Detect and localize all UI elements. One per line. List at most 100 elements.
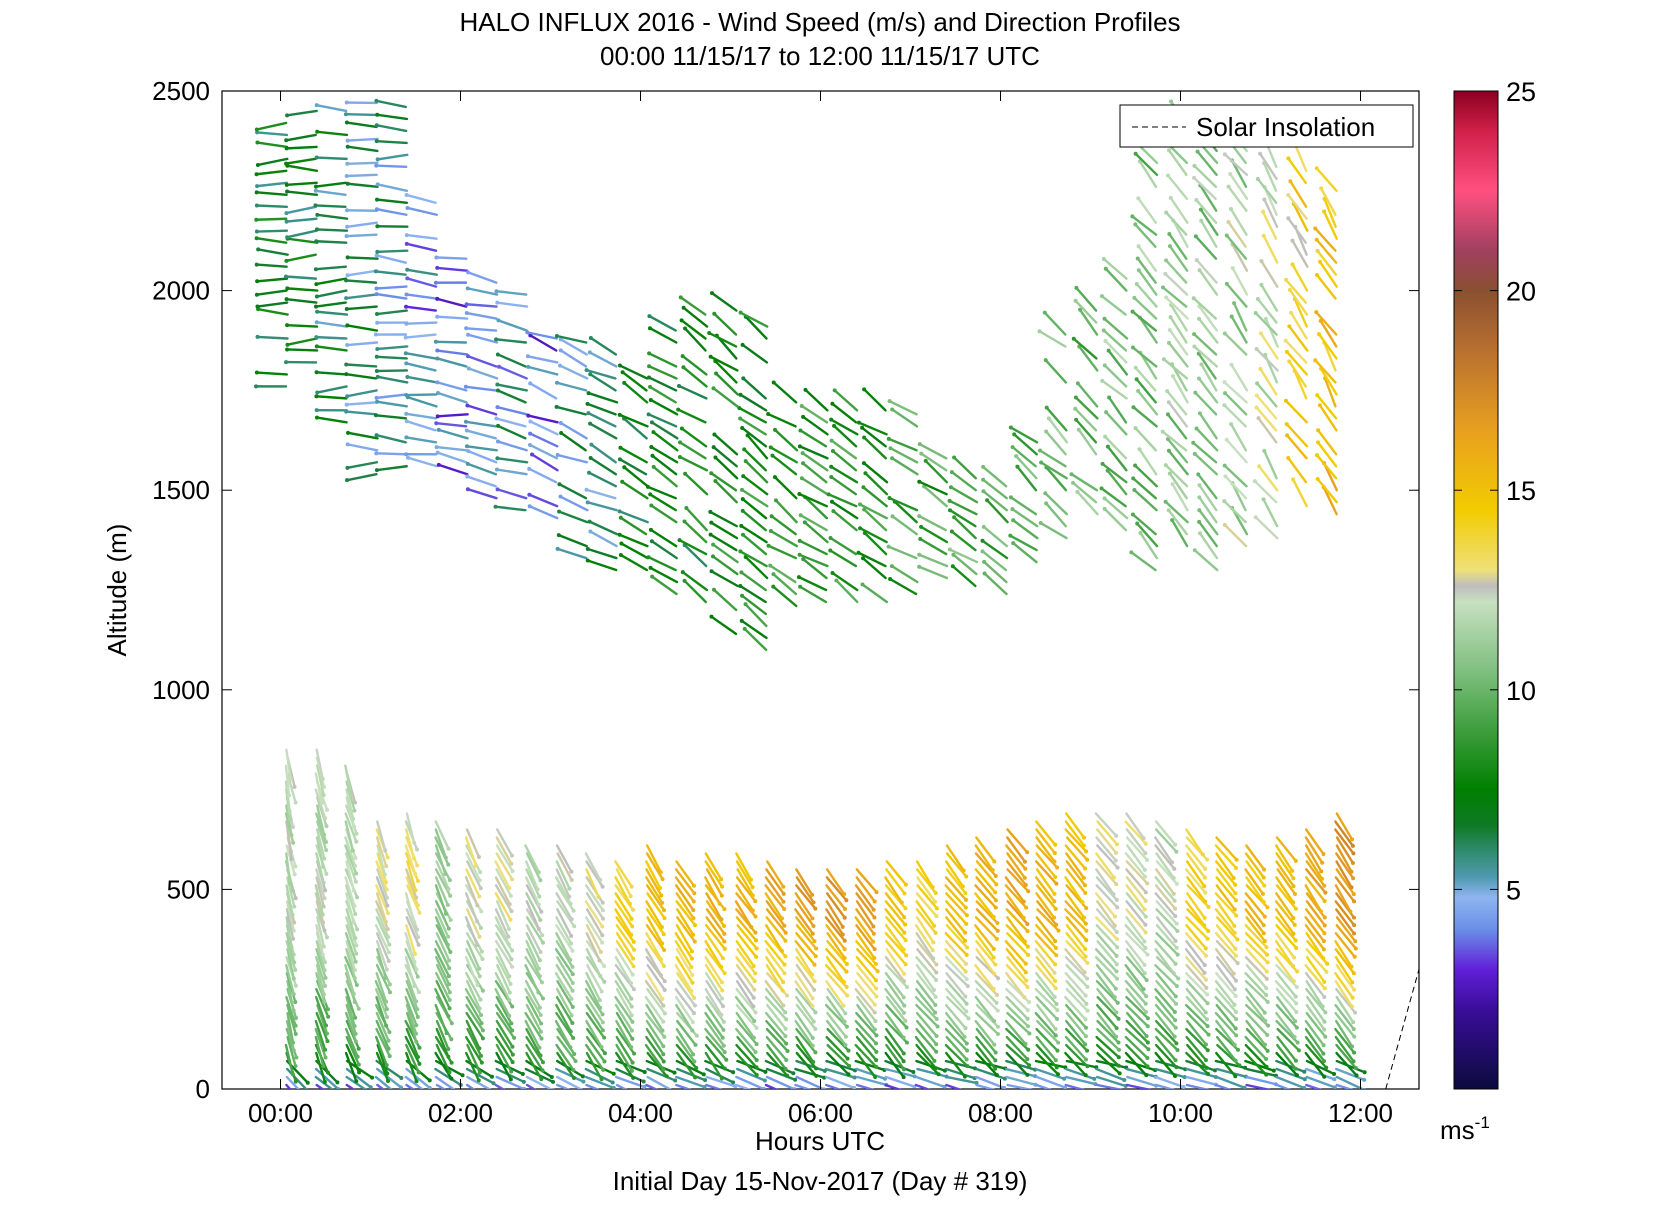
wind-arrow-head [480, 956, 485, 961]
wind-arrow-head [733, 1092, 737, 1096]
wind-arrow-head [540, 980, 545, 985]
wind-arrow-shaft [555, 1043, 575, 1072]
wind-arrow [375, 860, 389, 892]
wind-arrow [888, 446, 919, 464]
wind-arrow-head [905, 1040, 910, 1045]
wind-arrow-head [527, 442, 532, 447]
wind-arrow-head [415, 974, 420, 979]
wind-arrow-shaft [826, 940, 849, 966]
wind-arrow-shaft [1199, 184, 1218, 212]
wind-arrow [344, 820, 355, 853]
wind-arrow-shaft [1133, 296, 1158, 320]
wind-arrow-head [822, 1093, 826, 1097]
wind-arrow-shaft [525, 916, 545, 944]
wind-arrow-shaft [765, 1067, 797, 1081]
wind-arrow [885, 916, 908, 943]
wind-arrow-shaft [741, 497, 768, 520]
wind-arrow [735, 852, 753, 882]
wind-arrow [405, 1083, 415, 1089]
wind-arrow-shaft [1134, 366, 1157, 392]
wind-arrow-shaft [712, 387, 739, 408]
wind-arrow [828, 535, 858, 556]
wind-arrow-shaft [944, 1011, 966, 1039]
wind-arrow-head [1172, 866, 1177, 871]
wind-arrow-head [536, 870, 541, 875]
wind-arrow [855, 900, 876, 929]
wind-arrow-head [810, 1036, 815, 1041]
wind-arrow-shaft [404, 956, 416, 988]
wind-arrow-head [354, 871, 359, 876]
wind-arrow-head [1053, 842, 1058, 847]
wind-arrow-head [1163, 271, 1168, 276]
wind-arrow [1073, 395, 1099, 420]
wind-arrow-shaft [945, 852, 968, 878]
wind-arrow-shaft [465, 828, 481, 859]
wind-arrow-head [356, 1046, 361, 1051]
wind-arrow [947, 498, 978, 516]
wind-arrow-head [414, 1031, 419, 1036]
wind-arrow [1005, 1035, 1030, 1062]
wind-arrow [464, 836, 479, 868]
wind-arrow-shaft [555, 1011, 575, 1040]
wind-arrow-head [570, 980, 575, 985]
wind-arrow-shaft [795, 900, 815, 928]
wind-arrow-head [383, 976, 388, 981]
wind-arrow-head [647, 314, 652, 319]
wind-arrow-shaft [1185, 1067, 1218, 1079]
wind-arrow-head [995, 921, 1000, 926]
wind-arrow-head [1137, 447, 1142, 452]
wind-arrow-head [617, 457, 622, 462]
wind-arrow-head [323, 1055, 328, 1060]
wind-arrow-shaft [434, 340, 468, 344]
wind-arrow-shaft [769, 529, 799, 548]
wind-arrow-shaft [1035, 995, 1059, 1021]
wind-arrow-head [354, 943, 359, 948]
wind-arrow [435, 980, 452, 1011]
wind-arrow-head [1111, 892, 1116, 897]
wind-arrow-shaft [1095, 1075, 1127, 1088]
wind-arrow-head [1130, 309, 1135, 314]
wind-arrow-head [494, 289, 499, 294]
wind-arrow-shaft [555, 892, 573, 921]
wind-arrow-shaft [915, 1075, 946, 1089]
wind-arrow-shaft [496, 301, 529, 308]
wind-arrow [1078, 307, 1099, 336]
wind-arrow-shaft [734, 995, 756, 1023]
wind-arrow [1125, 876, 1148, 903]
wind-arrow [675, 1075, 707, 1089]
wind-arrow [345, 1035, 361, 1067]
wind-arrow-shaft [375, 916, 391, 946]
wind-arrow [1096, 1003, 1119, 1031]
wind-arrow-shaft [1154, 995, 1177, 1022]
wind-arrow-shaft [916, 1067, 948, 1078]
wind-arrow-shaft [1198, 484, 1218, 512]
wind-arrow-head [1010, 445, 1015, 450]
wind-arrow-shaft [344, 410, 378, 416]
wind-arrow-head [1100, 461, 1105, 466]
wind-arrow [617, 363, 649, 380]
wind-arrow [555, 964, 575, 993]
wind-arrow-head [1026, 1024, 1031, 1029]
wind-arrow [254, 229, 289, 234]
wind-arrow-shaft [678, 538, 708, 556]
wind-arrow [704, 852, 724, 882]
wind-arrow-head [449, 1021, 454, 1026]
wind-arrow [558, 494, 589, 512]
wind-arrow [527, 504, 559, 520]
wind-arrow-head [871, 924, 876, 929]
wind-arrow-head [1197, 508, 1202, 513]
wind-arrow-shaft [765, 1027, 789, 1053]
wind-arrow-head [719, 917, 724, 922]
wind-arrow [764, 988, 788, 1015]
wind-arrow-shaft [714, 456, 739, 480]
wind-arrow [945, 908, 968, 935]
wind-arrow-head [659, 957, 664, 962]
wind-arrow [1100, 378, 1128, 400]
wind-arrow [584, 1075, 616, 1089]
wind-arrow [314, 103, 348, 113]
wind-arrow-head [933, 899, 938, 904]
wind-arrow [945, 892, 969, 918]
wind-arrow [645, 484, 677, 500]
wind-arrow-shaft [974, 1075, 1006, 1089]
wind-arrow-head [673, 1078, 678, 1083]
